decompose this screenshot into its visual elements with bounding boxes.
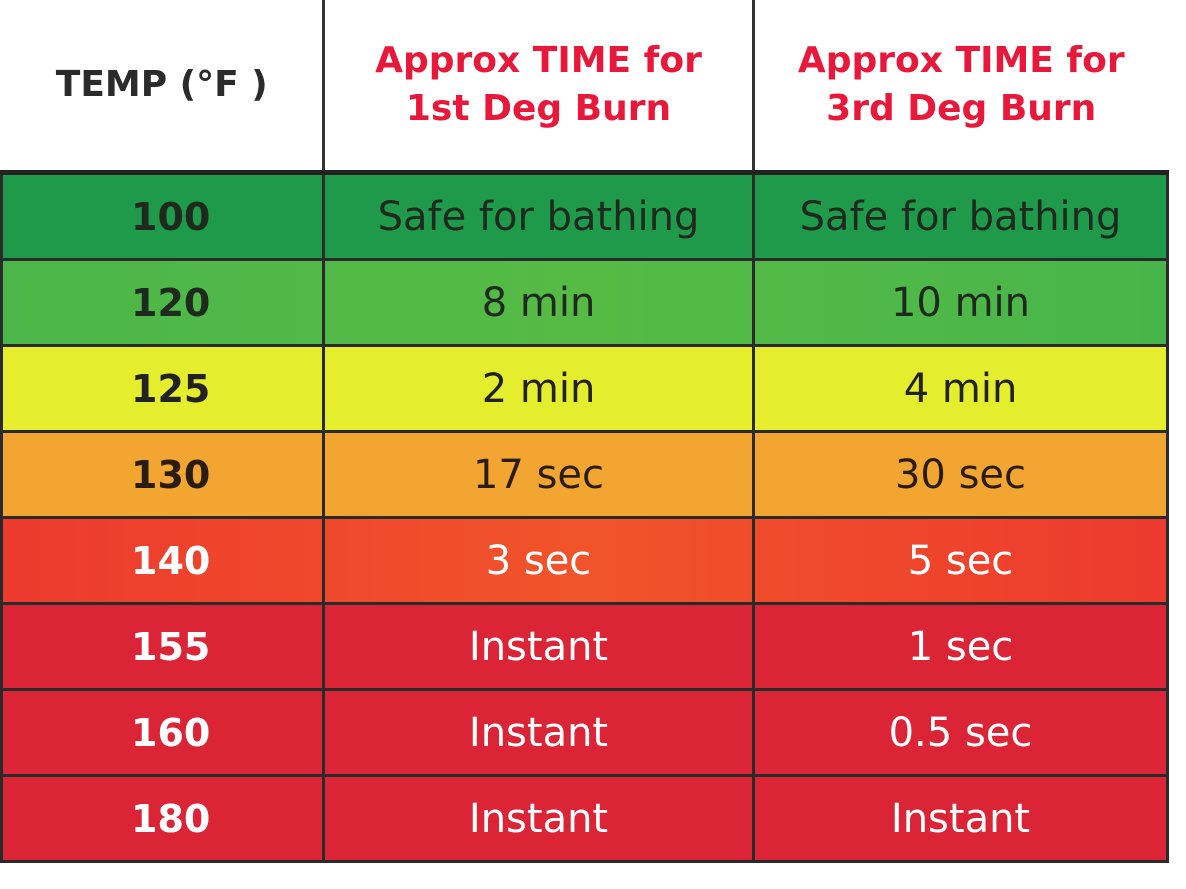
burn-table: TEMP (°F ) Approx TIME for 1st Deg Burn App… xyxy=(0,0,1169,863)
time-cell: Instant xyxy=(752,774,1169,863)
temp-cell: 120 xyxy=(0,258,325,347)
time-cell: Instant xyxy=(322,688,755,777)
time-cell: 0.5 sec xyxy=(752,688,1169,777)
time-cell: 5 sec xyxy=(752,516,1169,605)
table-row: 155 Instant 1 sec xyxy=(0,602,1169,691)
time-cell: 30 sec xyxy=(752,430,1169,519)
table-row: 100 Safe for bathing Safe for bathing xyxy=(0,170,1169,261)
table-row: 125 2 min 4 min xyxy=(0,344,1169,433)
temp-cell: 155 xyxy=(0,602,325,691)
table-header: TEMP (°F ) Approx TIME for 1st Deg Burn App… xyxy=(1,0,1168,173)
header-cell: Approx TIME for 3rd Deg Burn xyxy=(752,0,1168,173)
time-cell: Instant xyxy=(322,602,755,691)
header-text: TEMP (°F ) xyxy=(55,64,268,105)
table-row: 120 8 min 10 min xyxy=(0,258,1169,347)
temp-cell: 130 xyxy=(0,430,325,519)
temp-cell: 125 xyxy=(0,344,325,433)
table-body: 100 Safe for bathing Safe for bathing 120 8 … xyxy=(0,170,1169,863)
header-text: 3rd Deg Burn xyxy=(826,88,1097,129)
time-cell: 1 sec xyxy=(752,602,1169,691)
table-row: 140 3 sec 5 sec xyxy=(0,516,1169,605)
header-row: TEMP (°F ) Approx TIME for 1st Deg Burn App… xyxy=(1,0,1168,173)
temp-cell: 160 xyxy=(0,688,325,777)
table-row: 180 Instant Instant xyxy=(0,774,1169,863)
time-cell: 8 min xyxy=(322,258,755,347)
header-cell: Approx TIME for 1st Deg Burn xyxy=(322,0,755,173)
table-row: 160 Instant 0.5 sec xyxy=(0,688,1169,777)
time-cell: Safe for bathing xyxy=(752,170,1169,261)
burn-table-wrap: TEMP (°F ) Approx TIME for 1st Deg Burn App… xyxy=(0,0,1169,863)
table-row: 130 17 sec 30 sec xyxy=(0,430,1169,519)
time-cell: 4 min xyxy=(752,344,1169,433)
temp-cell: 140 xyxy=(0,516,325,605)
temp-cell: 180 xyxy=(0,774,325,863)
header-text: Approx TIME for xyxy=(375,40,702,81)
header-text: 1st Deg Burn xyxy=(405,88,672,129)
time-cell: Instant xyxy=(322,774,755,863)
time-cell: 17 sec xyxy=(322,430,755,519)
time-cell: Safe for bathing xyxy=(322,170,755,261)
time-cell: 3 sec xyxy=(322,516,755,605)
header-cell: TEMP (°F ) xyxy=(1,0,325,173)
time-cell: 10 min xyxy=(752,258,1169,347)
time-cell: 2 min xyxy=(322,344,755,433)
temp-cell: 100 xyxy=(0,170,325,261)
header-text: Approx TIME for xyxy=(797,40,1125,81)
